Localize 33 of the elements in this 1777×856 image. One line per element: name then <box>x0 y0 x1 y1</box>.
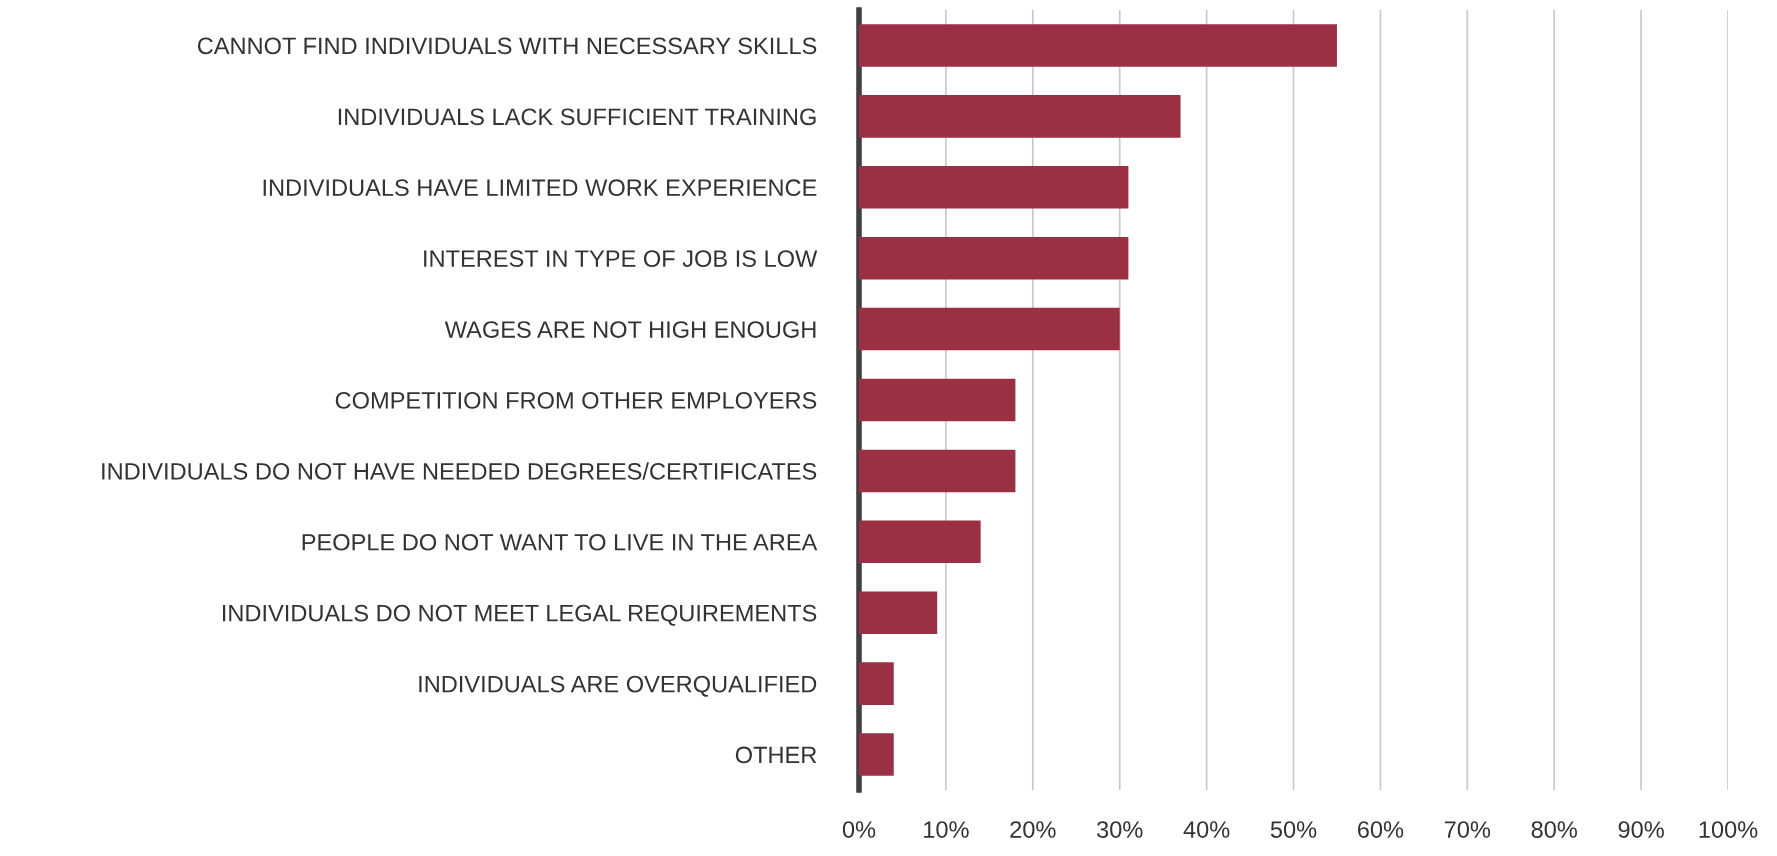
x-tick-label: 10% <box>924 821 969 838</box>
y-tick-label: INDIVIDUALS LACK SUFFICIENT TRAINING <box>338 108 816 126</box>
bar <box>859 95 1181 138</box>
bar <box>859 166 1129 209</box>
y-tick-label: PEOPLE DO NOT WANT TO LIVE IN THE AREA <box>302 533 818 551</box>
x-tick-label: 30% <box>1096 821 1143 838</box>
bar <box>859 449 1016 493</box>
y-tick-label: INDIVIDUALS DO NOT MEET LEGAL REQUIREMENTS <box>222 604 817 626</box>
bar <box>859 378 1016 422</box>
bar <box>859 236 1129 280</box>
bar <box>859 24 1337 67</box>
x-tick-label: 70% <box>1444 821 1491 838</box>
bar <box>859 591 938 634</box>
y-tick-label: INDIVIDUALS HAVE LIMITED WORK EXPERIENCE <box>263 179 817 197</box>
y-tick-label: INDIVIDUALS DO NOT HAVE NEEDED DEGREES/CERTIFICATES <box>102 462 817 480</box>
x-tick-label: 40% <box>1183 821 1230 838</box>
y-tick-label: OTHER <box>735 746 817 764</box>
bar <box>859 307 1120 351</box>
x-tick-label: 50% <box>1270 821 1317 838</box>
y-tick-label: INTEREST IN TYPE OF JOB IS LOW <box>424 250 818 267</box>
y-tick-label: INDIVIDUALS ARE OVERQUALIFIED <box>419 675 817 697</box>
x-tick-label: 100% <box>1699 821 1758 838</box>
x-tick-label: 20% <box>1010 821 1056 838</box>
x-tick-label: 90% <box>1618 821 1664 838</box>
y-tick-label: CANNOT FIND INDIVIDUALS WITH NECESSARY SKILLS <box>197 37 817 55</box>
bar <box>859 662 894 705</box>
bar <box>859 733 894 776</box>
y-tick-label: COMPETITION FROM OTHER EMPLOYERS <box>335 392 817 409</box>
x-tick-label: 0% <box>842 821 876 838</box>
bar <box>859 520 981 564</box>
x-tick-label: 80% <box>1531 821 1577 838</box>
x-tick-label: 60% <box>1357 821 1404 838</box>
y-tick-label: WAGES ARE NOT HIGH ENOUGH <box>444 321 816 338</box>
